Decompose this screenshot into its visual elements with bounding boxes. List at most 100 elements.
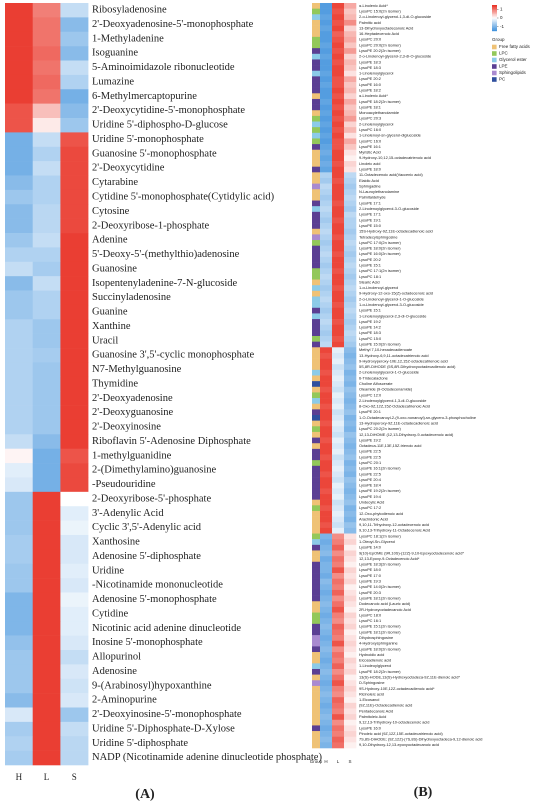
heat-cell bbox=[344, 245, 357, 252]
heat-cell bbox=[320, 629, 333, 636]
heat-cell bbox=[332, 482, 345, 489]
heat-cell bbox=[320, 279, 333, 286]
heat-cell bbox=[320, 465, 333, 472]
heat-cell bbox=[32, 678, 61, 694]
row-label: LysoPE 15:1 bbox=[359, 308, 381, 313]
heat-cell bbox=[344, 471, 357, 478]
heat-cell bbox=[344, 702, 357, 709]
group-cell bbox=[312, 183, 320, 190]
row-label: LysoPE 15:0(2n isomer) bbox=[359, 341, 401, 346]
row-label: LysoPE 18:3 bbox=[359, 59, 381, 64]
row-label: 1-O-Octadecanoyl-2-(9-oxo-nonanoyl)-sn-g… bbox=[359, 415, 476, 420]
heat-cell bbox=[332, 612, 345, 619]
heat-cell bbox=[60, 649, 89, 665]
heat-cell bbox=[5, 606, 33, 622]
heat-cell bbox=[320, 127, 333, 134]
heat-cell bbox=[5, 304, 33, 320]
heat-cell bbox=[5, 563, 33, 579]
heat-cell bbox=[344, 285, 357, 292]
heat-cell bbox=[332, 161, 345, 167]
row-label: LysoPE 18:3 bbox=[359, 330, 381, 335]
heat-cell bbox=[332, 392, 345, 399]
heat-cell bbox=[320, 59, 333, 66]
group-cell bbox=[312, 680, 320, 687]
heat-cell bbox=[320, 183, 333, 190]
column-label: S bbox=[348, 759, 351, 764]
row-label: Octadeca-11E,13E,15Z-trienoic acid bbox=[359, 443, 421, 448]
heat-cell bbox=[344, 65, 357, 72]
heat-cell bbox=[344, 601, 357, 608]
heat-cell bbox=[332, 138, 345, 145]
heat-cell bbox=[344, 296, 357, 303]
heat-cell bbox=[60, 290, 89, 306]
heat-cell bbox=[332, 352, 345, 359]
heat-cell bbox=[344, 731, 357, 738]
heat-cell bbox=[320, 104, 333, 111]
heat-cell bbox=[32, 405, 61, 421]
heat-cell bbox=[344, 578, 357, 585]
heat-cell bbox=[344, 668, 357, 675]
heat-cell bbox=[32, 606, 61, 622]
heat-cell bbox=[32, 218, 61, 234]
heat-cell bbox=[344, 262, 357, 269]
heat-cell bbox=[60, 477, 89, 493]
heat-cell bbox=[332, 601, 345, 608]
heat-cell bbox=[320, 177, 333, 184]
heat-cell bbox=[332, 245, 345, 252]
heat-cell bbox=[5, 549, 33, 565]
column-label: H bbox=[324, 759, 327, 764]
column-label: L bbox=[337, 759, 340, 764]
row-label: LysoPE 18:1(2n isomer) bbox=[359, 595, 401, 600]
row-label: 2'-Deoxyguanosine bbox=[92, 407, 174, 418]
heat-cell bbox=[60, 3, 89, 18]
heat-cell bbox=[344, 341, 357, 348]
heat-cell bbox=[332, 65, 345, 72]
heat-cell bbox=[332, 98, 345, 105]
heat-cell bbox=[60, 17, 89, 33]
heat-cell bbox=[32, 60, 61, 76]
heat-cell bbox=[344, 685, 357, 692]
heat-cell bbox=[332, 144, 345, 151]
heat-cell bbox=[5, 405, 33, 421]
group-cell bbox=[312, 646, 320, 653]
row-label: Isoguanine bbox=[92, 48, 138, 59]
group-cell bbox=[312, 697, 320, 704]
heat-cell bbox=[320, 172, 333, 179]
heat-cell bbox=[320, 155, 333, 162]
heat-cell bbox=[320, 251, 333, 258]
group-cell bbox=[312, 104, 320, 111]
heat-cell bbox=[332, 268, 345, 275]
heat-cell bbox=[320, 302, 333, 309]
heat-cell bbox=[32, 31, 61, 47]
row-label: Guanosine bbox=[92, 263, 137, 274]
group-cell bbox=[312, 48, 320, 55]
heat-cell bbox=[5, 46, 33, 61]
group-cell bbox=[312, 341, 320, 348]
row-label: 1-Linolenoyl-sn-glycerol-diglucoside bbox=[359, 133, 421, 138]
heat-cell bbox=[32, 635, 61, 651]
row-label: LysoPE 17:1 bbox=[359, 200, 381, 205]
row-label: Guanine bbox=[92, 307, 128, 318]
heat-cell bbox=[332, 589, 345, 596]
heat-cell bbox=[344, 172, 357, 179]
heat-cell bbox=[332, 127, 345, 134]
heat-cell bbox=[344, 736, 357, 743]
heat-cell bbox=[32, 247, 61, 263]
heat-cell bbox=[332, 725, 345, 732]
heat-cell bbox=[5, 477, 33, 493]
group-cell bbox=[312, 663, 320, 670]
heat-cell bbox=[332, 652, 345, 658]
group-cell bbox=[312, 550, 320, 557]
heat-cell bbox=[344, 465, 357, 472]
heat-cell bbox=[60, 606, 89, 622]
heat-cell bbox=[32, 707, 61, 723]
row-label: Riboflavin 5'-Adenosine Diphosphate bbox=[92, 436, 251, 447]
group-cell bbox=[312, 245, 320, 252]
heat-cell bbox=[344, 127, 357, 134]
colorbar-step bbox=[492, 5, 497, 7]
heat-cell bbox=[60, 664, 89, 680]
heat-cell bbox=[320, 144, 333, 151]
heat-cell bbox=[332, 561, 345, 568]
heat-cell bbox=[332, 189, 345, 196]
row-label: LysoPE 20:2(2n isomer) bbox=[359, 48, 401, 53]
